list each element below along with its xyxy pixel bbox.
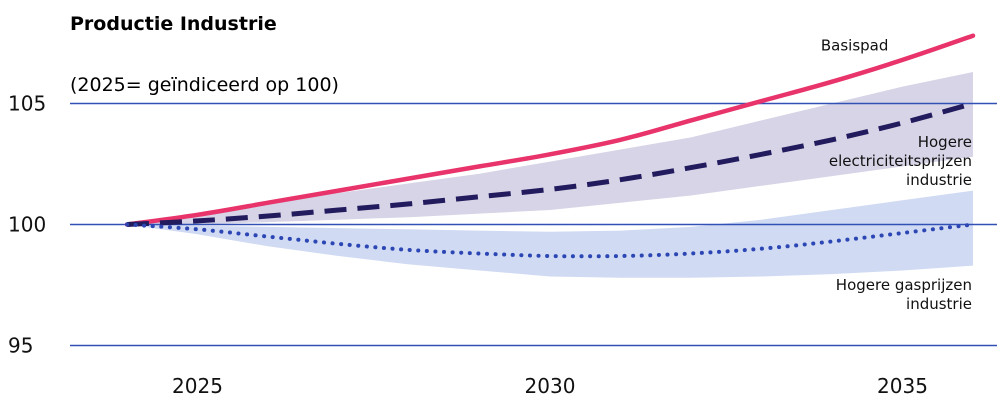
annotation-0: Basispad [821, 36, 889, 54]
y-tick-label: 95 [8, 334, 33, 358]
band-1 [127, 190, 973, 278]
chart-title: Productie Industrie [70, 13, 277, 35]
annotation-line: industrie [906, 295, 972, 313]
annotation-line: Hogere gasprijzen [836, 276, 972, 294]
annotation-line: Basispad [821, 36, 889, 54]
annotation-1: Hogere electriciteitsprijzen industrie [829, 133, 972, 189]
annotation-line: electriciteitsprijzen [829, 152, 972, 170]
y-tick-label: 100 [8, 213, 46, 237]
series-line-2 [125, 222, 975, 259]
chart-subtitle: (2025= geïndiceerd op 100) [70, 74, 339, 96]
y-axis-ticks: 95 100 105 [8, 92, 46, 358]
annotation-2: Hogere gasprijzen industrie [836, 276, 972, 313]
x-tick-label: 2025 [172, 374, 223, 398]
x-axis-ticks: 2025 2030 2035 [172, 374, 928, 398]
gridlines [70, 102, 997, 347]
x-tick-label: 2035 [877, 374, 928, 398]
series-line-1 [126, 101, 974, 227]
series-lines [124, 33, 976, 259]
annotation-line: industrie [906, 171, 972, 189]
series-line-0 [124, 33, 976, 227]
y-tick-label: 105 [8, 92, 46, 116]
annotation-line: Hogere [918, 133, 972, 151]
x-tick-label: 2030 [525, 374, 576, 398]
